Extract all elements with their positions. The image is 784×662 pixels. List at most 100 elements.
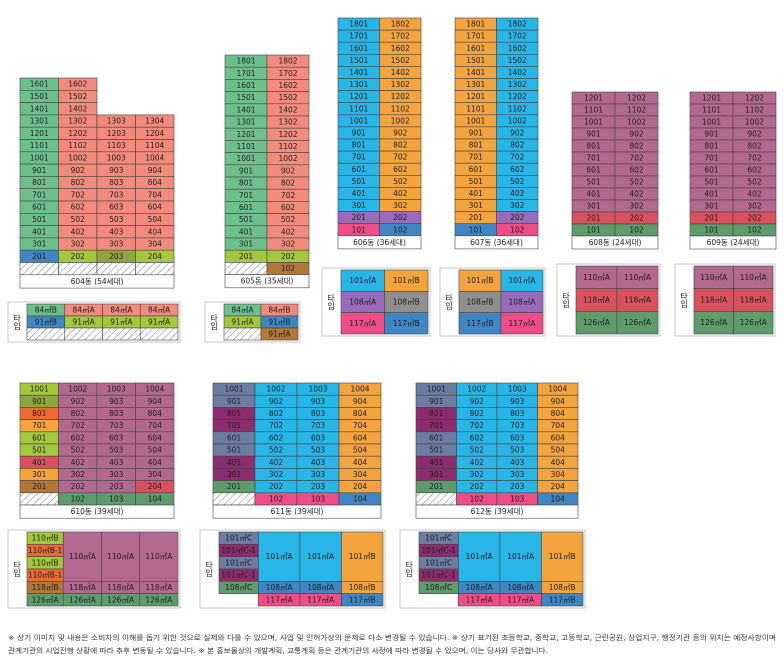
unit-label: 1204	[145, 129, 164, 138]
unit-label: 601	[429, 433, 444, 442]
type-cell-label: 117㎡B	[467, 319, 494, 328]
unit-label: 901	[32, 397, 47, 406]
unit-label: 1501	[30, 92, 49, 101]
type-cell-label: 101㎡A	[507, 552, 535, 561]
unit-label: 201	[704, 214, 719, 223]
unit-label: 902	[71, 397, 86, 406]
unit-label: 902	[269, 397, 284, 406]
unit-label: 601	[469, 165, 484, 174]
unit-label: 601	[704, 166, 719, 175]
unit-label: 1802	[391, 20, 410, 29]
unit-label: 103	[510, 494, 525, 503]
unit-label: 1501	[236, 93, 255, 102]
unit-label: 401	[469, 189, 484, 198]
type-cell-label: 110㎡A	[624, 273, 652, 282]
type-label: 타입	[326, 294, 335, 310]
unit-label: 1004	[145, 153, 164, 162]
unit-label: 102	[281, 264, 296, 273]
unit-label: 1101	[30, 141, 49, 150]
unit-label: 801	[469, 141, 484, 150]
unit-label: 901	[32, 166, 47, 175]
unit-label: 404	[148, 227, 163, 236]
unit-label: 901	[352, 128, 367, 137]
caption-box	[19, 274, 175, 289]
unit-label: 204	[148, 252, 163, 261]
unit-label: 601	[227, 433, 242, 442]
type-cell-label: 110㎡B-1	[28, 571, 63, 580]
unit-label: 904	[551, 397, 566, 406]
unit-label: 402	[510, 189, 525, 198]
building-caption: 607동 (36세대)	[470, 238, 523, 247]
type-cell-label: 91㎡A	[268, 330, 291, 339]
unit-label: 501	[227, 446, 242, 455]
unit-label: 1202	[68, 129, 87, 138]
unit-label: 201	[586, 214, 601, 223]
unit-label: 902	[281, 166, 296, 175]
type-cell-label: 117㎡B	[349, 595, 376, 604]
unit-label: 702	[71, 421, 86, 430]
unit-label: 302	[269, 470, 284, 479]
unit-label: 604	[551, 433, 566, 442]
type-cell-label: 118㎡A	[583, 296, 611, 305]
unit-label: 704	[353, 421, 368, 430]
unit-label: 104	[353, 494, 368, 503]
unit-label: 701	[32, 421, 47, 430]
type-cell-label: 126㎡A	[69, 595, 97, 604]
unit-label: 904	[148, 397, 163, 406]
unit-label: 802	[393, 141, 408, 150]
unit-label: 801	[586, 142, 601, 151]
unit-label: 702	[629, 154, 644, 163]
type-cell	[26, 327, 66, 341]
unit-label: 502	[71, 446, 86, 455]
unit-label: 904	[148, 166, 163, 175]
unit-label: 1002	[745, 118, 764, 127]
unit-label: 1001	[584, 118, 603, 127]
unit-label: 1601	[466, 44, 485, 53]
unit-label: 102	[510, 225, 525, 234]
unit-label: 503	[510, 446, 525, 455]
unit-label: 1201	[236, 130, 255, 139]
type-label: 타입	[12, 561, 21, 577]
unit-label: 204	[551, 482, 566, 491]
unit-label: 401	[32, 227, 47, 236]
unit-label: 601	[352, 165, 367, 174]
building-caption: 612동 (39세대)	[471, 507, 524, 516]
type-cell-label: 108㎡C	[425, 583, 452, 592]
unit-label: 201	[352, 213, 367, 222]
unit-label: 1102	[278, 142, 297, 151]
unit-label: 902	[393, 128, 408, 137]
unit-label: 903	[311, 397, 326, 406]
unit-label: 1002	[391, 116, 410, 125]
unit-label: 1004	[350, 385, 369, 394]
unit-label: 1702	[391, 32, 410, 41]
type-cell-label: 101㎡B	[549, 552, 576, 561]
unit-label: 1402	[391, 68, 410, 77]
unit-label: 102	[393, 225, 408, 234]
unit-label: 701	[227, 421, 242, 430]
unit-label: 901	[704, 130, 719, 139]
unit-label: 902	[510, 128, 525, 137]
unit-label: 701	[352, 153, 367, 162]
unit-label: 503	[109, 446, 124, 455]
unit-label: 702	[281, 191, 296, 200]
type-cell-label: 110㎡A	[583, 273, 611, 282]
unit-label: 801	[227, 409, 242, 418]
unit-label: 1402	[508, 68, 527, 77]
type-cell-label: 84㎡A	[231, 306, 254, 315]
unit-label: 403	[510, 458, 525, 467]
unit-label: 802	[71, 409, 86, 418]
unit-label: 102	[629, 226, 644, 235]
building-caption: 606동 (36세대)	[353, 238, 406, 247]
unit-label: 302	[747, 202, 762, 211]
unit-label: 502	[470, 446, 485, 455]
unit-label: 1502	[508, 56, 527, 65]
unit-label: 102	[269, 494, 284, 503]
unit-label: 201	[32, 252, 47, 261]
unit-label: 1802	[508, 20, 527, 29]
unit	[19, 492, 59, 506]
type-cell-label: 108㎡B	[393, 298, 420, 307]
unit-label: 203	[510, 482, 525, 491]
unit-label: 1202	[627, 94, 646, 103]
type-cell-label: 117㎡A	[307, 595, 335, 604]
unit-label: 1003	[107, 153, 126, 162]
